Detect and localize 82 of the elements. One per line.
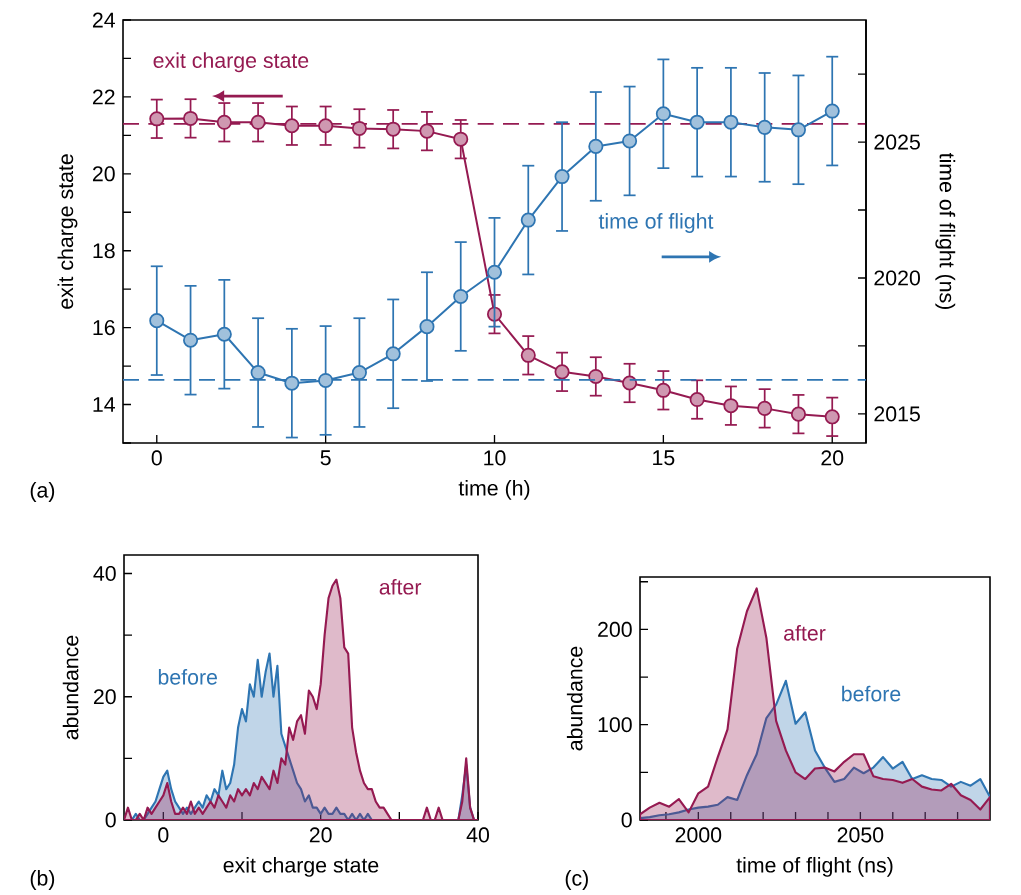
point	[318, 372, 334, 388]
y-axis-title: abundance	[62, 635, 79, 740]
point	[554, 364, 570, 380]
y-tick-label: 22	[92, 89, 115, 105]
series-label: exit charge state	[153, 52, 309, 73]
x-tick-label: 2000	[675, 827, 722, 843]
point	[351, 120, 367, 136]
x-tick-label: 15	[653, 450, 675, 466]
point	[689, 114, 705, 130]
point	[453, 288, 469, 304]
point	[790, 122, 806, 138]
point	[216, 114, 232, 130]
x-tick-label: 0	[158, 827, 169, 843]
point	[723, 114, 739, 130]
text: (c)	[565, 870, 588, 890]
y-tick-label: 200	[598, 621, 632, 637]
point	[655, 106, 671, 122]
y-tick-label: 20	[92, 166, 115, 182]
point	[385, 121, 401, 137]
point	[757, 400, 773, 416]
series-label: after	[784, 625, 826, 641]
x-axis-title: time (h)	[458, 479, 530, 500]
y-tick-label: 0	[105, 812, 116, 828]
y-tick-label: 40	[93, 565, 116, 582]
point	[419, 319, 435, 335]
point	[284, 375, 300, 391]
point	[824, 103, 840, 119]
point	[622, 375, 638, 391]
y2-tick-label: 2020	[874, 270, 920, 286]
point	[588, 368, 604, 384]
point	[824, 409, 840, 425]
x-axis-title: time of flight (ns)	[736, 856, 893, 877]
point	[723, 398, 739, 414]
point	[250, 114, 266, 130]
text: (b)	[30, 870, 55, 890]
point	[183, 332, 199, 348]
y-tick-label: 100	[598, 717, 632, 733]
point	[689, 392, 705, 408]
x-tick-label: 20	[821, 450, 844, 466]
x-tick-label: 2050	[837, 827, 884, 843]
y-tick-label: 20	[93, 689, 116, 705]
y-tick-label: 16	[93, 320, 115, 336]
point	[419, 123, 435, 139]
x-tick-label: 10	[484, 450, 506, 466]
y-tick-label: 18	[93, 243, 115, 259]
series-label: before	[158, 669, 218, 685]
y-axis-title: exit charge state	[57, 154, 78, 309]
y-tick-label: 14	[93, 397, 115, 412]
point	[520, 347, 536, 363]
y2-tick-label: 2025	[874, 134, 920, 150]
series-label: after	[379, 578, 422, 595]
point	[351, 365, 367, 381]
point	[453, 131, 469, 147]
point	[622, 133, 638, 149]
point	[588, 138, 604, 154]
y-tick-label: 0	[621, 812, 632, 828]
point	[655, 382, 671, 398]
x-tick-label: 20	[309, 827, 332, 843]
point	[284, 118, 300, 134]
text: (a)	[30, 482, 55, 502]
y2-tick-label: 2015	[874, 406, 920, 422]
point	[790, 406, 806, 422]
series-label: before	[842, 685, 901, 702]
point	[318, 118, 334, 134]
point	[149, 313, 165, 329]
point	[385, 346, 401, 362]
x-axis-title: exit charge state	[223, 856, 379, 877]
point	[149, 111, 165, 127]
point	[216, 326, 232, 342]
y-tick-label: 24	[92, 12, 115, 28]
point	[554, 169, 570, 185]
y2-axis-title: time of flight (ns)	[935, 152, 956, 309]
x-tick-label: 0	[151, 450, 162, 466]
y-axis-title: abundance	[566, 646, 583, 751]
point	[757, 119, 773, 135]
text: time of flight	[598, 213, 714, 233]
point	[486, 264, 503, 280]
x-tick-label: 40	[466, 827, 490, 843]
x-tick-label: 5	[320, 450, 331, 466]
point	[250, 365, 266, 381]
point	[183, 110, 199, 126]
point	[520, 212, 536, 228]
